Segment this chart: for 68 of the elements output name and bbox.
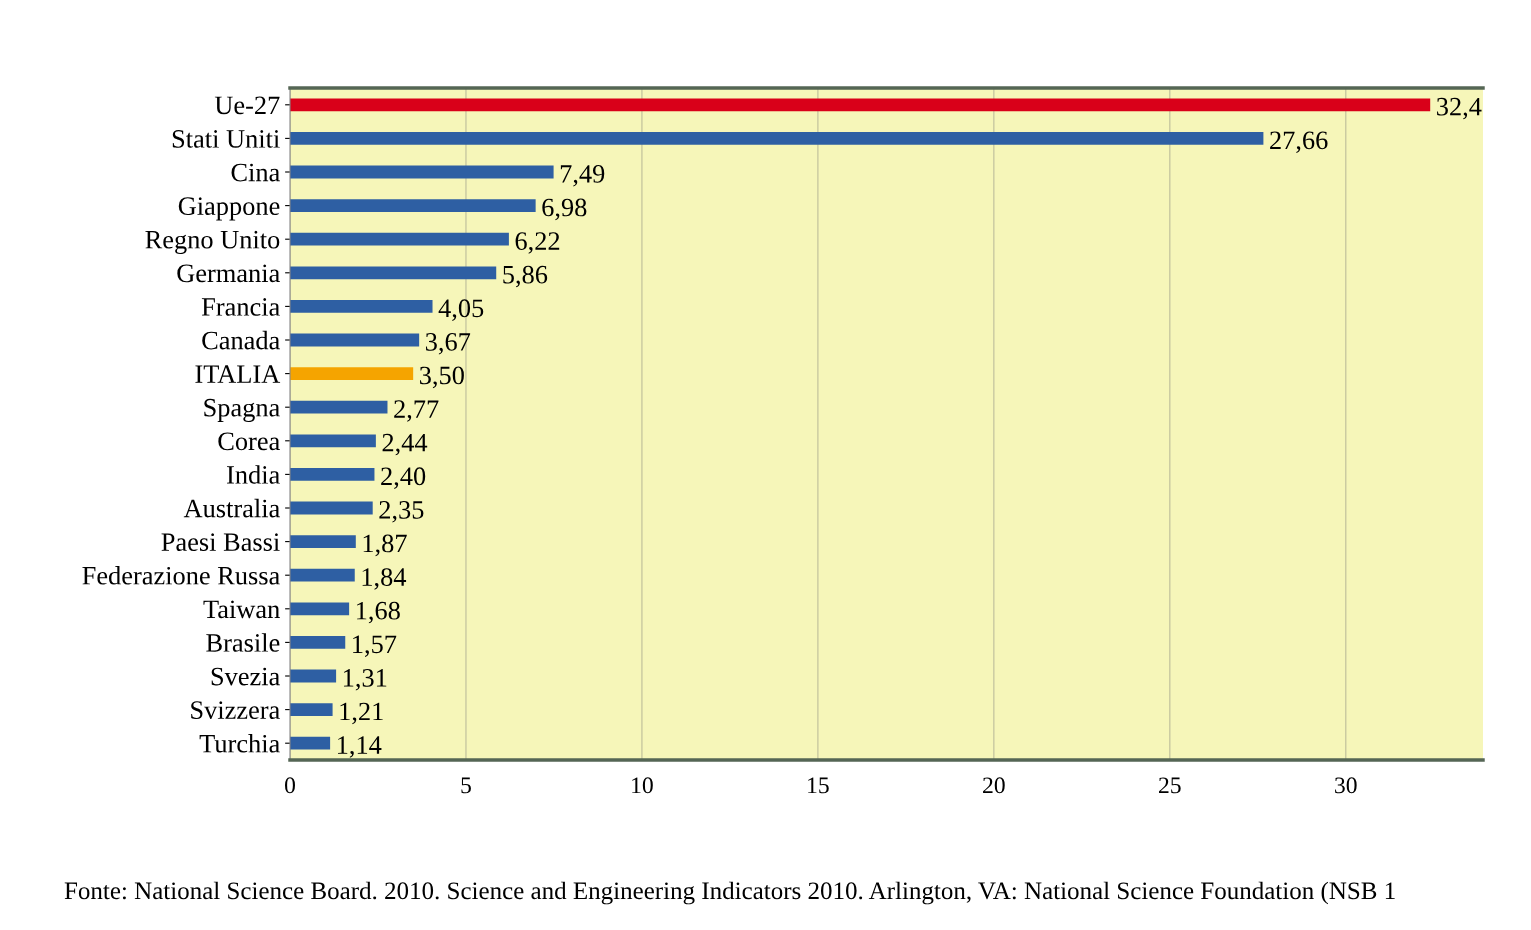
x-tick-label: 25 [1159, 777, 1181, 794]
y-tick-label: ITALIA [195, 365, 281, 383]
bar [290, 703, 333, 716]
data-label: 3,50 [419, 366, 464, 389]
y-tick-label: Turchia [199, 734, 280, 753]
data-label: 2,77 [394, 400, 439, 422]
data-label: 1,21 [340, 702, 383, 725]
bar [290, 501, 373, 515]
data-label: 1,14 [338, 736, 382, 758]
x-tick-label: 30 [1335, 777, 1357, 794]
x-tick-label: 10 [632, 777, 653, 794]
bar [290, 300, 433, 313]
bar [290, 232, 509, 246]
data-label: 2,44 [382, 433, 428, 456]
data-label: 1,68 [357, 601, 400, 624]
data-label: 1,57 [353, 635, 397, 657]
y-tick-label: Corea [218, 432, 280, 451]
bar [290, 568, 355, 582]
y-tick-label: Svizzera [191, 701, 280, 720]
y-tick-label: Ue-27 [214, 96, 280, 115]
y-tick-label: Paesi Bassi [161, 533, 280, 552]
y-tick-label: Canada [202, 330, 280, 350]
data-label: 32,4 [1437, 97, 1482, 120]
bar [290, 132, 1264, 145]
x-tick-label: 0 [285, 777, 295, 794]
data-label: 6,98 [542, 198, 587, 221]
bar [290, 266, 497, 280]
y-tick-label: Giappone [178, 197, 280, 221]
x-tick-label: 20 [983, 777, 1005, 794]
bar [290, 367, 414, 380]
data-label: 6,22 [515, 232, 560, 254]
data-label: 7,49 [560, 165, 605, 187]
data-label: 2,35 [379, 501, 424, 523]
y-tick-label: Francia [201, 298, 280, 316]
bar [290, 535, 356, 548]
x-tick-label: 5 [461, 777, 471, 794]
bar [290, 400, 388, 414]
y-tick-label: India [227, 465, 280, 484]
y-tick-label: Taiwan [203, 600, 280, 619]
data-label: 3,67 [425, 333, 471, 355]
data-label: 4,05 [438, 299, 484, 321]
data-label: 5,86 [503, 265, 548, 288]
x-tick-label: 15 [808, 777, 829, 794]
data-label: 27,66 [1270, 131, 1328, 153]
data-label: 2,40 [381, 467, 426, 489]
source-note: Fonte: National Science Board. 2010. Science and Engineering Indicators 2010. Arlington, VA: National Science Foundation (NSB 1 [64, 881, 1395, 905]
y-tick-label: Federazione Russa [82, 566, 280, 585]
y-tick-label: Spagna [204, 398, 280, 423]
data-label: 1,31 [343, 669, 387, 691]
y-tick-label: Stati Uniti [172, 130, 280, 148]
y-tick-label: Australia [183, 498, 280, 518]
y-tick-label: Brasile [206, 633, 280, 652]
bar [290, 669, 337, 683]
bar [290, 736, 331, 750]
bar [290, 434, 376, 448]
y-tick-label: Cina [231, 163, 280, 182]
data-label: 1,87 [363, 534, 407, 557]
y-tick-label: Svezia [211, 667, 280, 686]
bar [290, 468, 375, 481]
data-label: 1,84 [362, 568, 407, 590]
bar [290, 333, 420, 347]
y-tick-label: Regno Unito [145, 230, 280, 255]
bar [290, 98, 1431, 112]
bar [290, 199, 536, 212]
bar [290, 602, 350, 616]
bar [290, 636, 346, 649]
bar [290, 165, 554, 179]
y-tick-label: Germania [177, 264, 280, 283]
